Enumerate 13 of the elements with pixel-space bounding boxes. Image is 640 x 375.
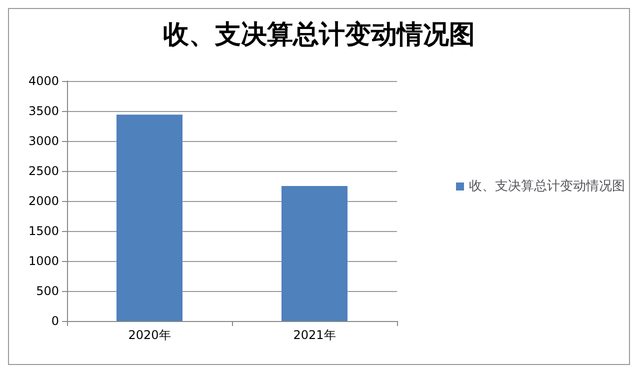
- y-tick-label: 500: [36, 284, 59, 298]
- y-tick-label: 1500: [28, 224, 59, 238]
- y-tick-label: 2000: [28, 194, 59, 208]
- y-tick-label: 3000: [28, 134, 59, 148]
- chart-title: 收、支决算总计变动情况图: [163, 20, 475, 50]
- y-tick-label: 2500: [28, 164, 59, 178]
- x-tick-label: 2020年: [128, 328, 171, 342]
- y-tick-label: 1000: [28, 254, 59, 268]
- legend-label: 收、支决算总计变动情况图: [469, 179, 625, 194]
- y-tick-label: 0: [51, 314, 59, 328]
- y-tick-label: 3500: [28, 104, 59, 118]
- y-tick-label: 4000: [28, 74, 59, 88]
- x-tick-label: 2021年: [293, 328, 336, 342]
